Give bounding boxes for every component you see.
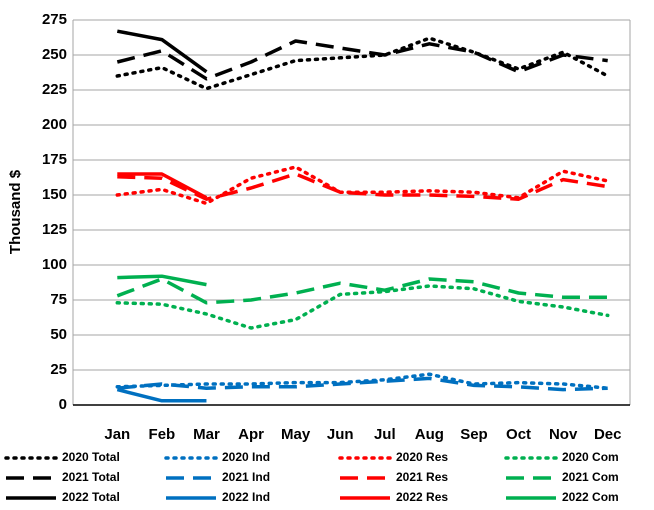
x-tick-label: Oct: [506, 426, 531, 443]
y-tick-label: 200: [42, 116, 67, 133]
legend-label: 2021 Ind: [222, 470, 270, 484]
legend-label: 2020 Com: [562, 450, 619, 464]
x-tick-label: Feb: [149, 426, 176, 443]
y-tick-label: 250: [42, 46, 67, 63]
x-tick-label: Jan: [104, 426, 130, 443]
legend-label: 2020 Total: [62, 450, 120, 464]
y-tick-label: 175: [42, 151, 67, 168]
x-tick-label: Mar: [193, 426, 220, 443]
x-tick-label: Dec: [594, 426, 622, 443]
series-line: [115, 372, 610, 390]
legend-label: 2021 Res: [396, 470, 448, 484]
y-tick-label: 225: [42, 81, 67, 98]
y-tick-label: 75: [50, 291, 67, 308]
y-tick-label: 50: [50, 326, 67, 343]
x-tick-label: Jun: [327, 426, 354, 443]
series-line: [117, 376, 608, 392]
series-line: [115, 36, 610, 91]
legend-label: 2020 Res: [396, 450, 448, 464]
legend-label: 2022 Ind: [222, 490, 270, 504]
y-tick-label: 150: [42, 186, 67, 203]
y-axis-label: Thousand $: [7, 169, 24, 254]
legend-label: 2022 Com: [562, 490, 619, 504]
series-line: [116, 29, 208, 74]
series-line: [116, 39, 608, 81]
x-tick-label: Sep: [460, 426, 488, 443]
x-tick-label: Nov: [549, 426, 578, 443]
series-line: [117, 172, 208, 200]
series-line: [115, 284, 610, 330]
series-line: [115, 165, 610, 206]
legend-label: 2022 Total: [62, 490, 120, 504]
series-line: [117, 274, 207, 287]
x-tick-label: Apr: [238, 426, 264, 443]
y-tick-label: 275: [42, 11, 67, 28]
legend-label: 2021 Com: [562, 470, 619, 484]
y-tick-label: 100: [42, 256, 67, 273]
x-tick-label: Jul: [374, 426, 396, 443]
legend-label: 2022 Res: [396, 490, 448, 504]
series-line: [116, 387, 207, 403]
y-tick-label: 0: [59, 396, 67, 413]
x-tick-label: Aug: [415, 426, 444, 443]
y-tick-label: 25: [50, 361, 67, 378]
legend-label: 2020 Ind: [222, 450, 270, 464]
y-tick-label: 125: [42, 221, 67, 238]
series-line: [116, 277, 608, 305]
legend-label: 2021 Total: [62, 470, 120, 484]
x-tick-label: May: [281, 426, 311, 443]
